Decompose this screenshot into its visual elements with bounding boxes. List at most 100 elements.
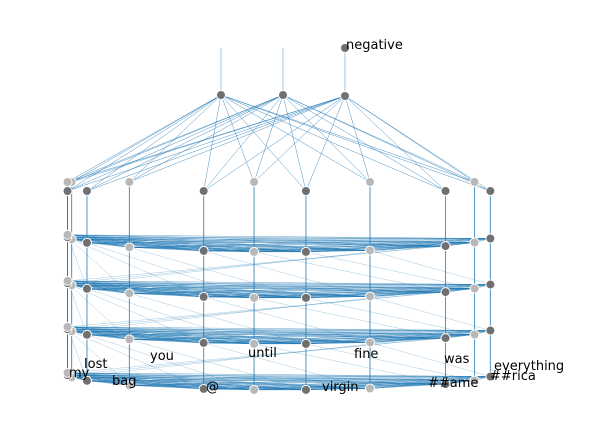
- token-node: [198, 337, 209, 348]
- cross-edge: [71, 239, 204, 298]
- token-node: [62, 186, 73, 196]
- intra-layer-edge: [67, 236, 491, 239]
- cross-edge: [71, 285, 204, 344]
- token-node: [440, 333, 451, 344]
- cross-edge: [67, 337, 446, 374]
- head-edge: [86, 94, 284, 192]
- head-edge: [253, 95, 346, 183]
- intra-layer-edge: [86, 284, 491, 290]
- intra-layer-edge: [67, 234, 255, 253]
- cross-edge: [67, 334, 475, 376]
- intra-layer-edge: [67, 280, 130, 294]
- intra-layer-edge: [71, 377, 446, 385]
- cross-edge: [203, 342, 371, 389]
- intra-layer-edge: [67, 372, 204, 390]
- cross-edge: [67, 245, 446, 282]
- token-node: [124, 380, 135, 391]
- token-label-ame: ##ame: [428, 376, 478, 391]
- token-node: [469, 177, 480, 187]
- intra-layer-edge: [67, 234, 491, 239]
- token-label-was: was: [444, 352, 470, 367]
- cross-edge: [67, 282, 130, 340]
- intra-layer-edge: [67, 328, 446, 339]
- cross-edge: [67, 236, 130, 294]
- head-edge: [67, 95, 346, 192]
- intra-layer-edge: [86, 330, 491, 336]
- head-node: [340, 91, 350, 101]
- token-node: [249, 338, 260, 349]
- token-node: [485, 371, 496, 382]
- cross-edge: [254, 343, 446, 385]
- token-node: [81, 375, 92, 386]
- cross-edge: [305, 251, 475, 289]
- token-node: [469, 375, 480, 386]
- token-node: [485, 279, 496, 290]
- head-edge: [86, 95, 346, 192]
- token-node: [81, 329, 92, 340]
- token-node: [81, 186, 92, 196]
- head-edge: [282, 94, 371, 183]
- cross-edge: [86, 288, 255, 345]
- intra-layer-edge: [86, 376, 491, 382]
- head-edge: [220, 94, 446, 192]
- intra-layer-edge: [254, 242, 475, 253]
- token-node: [300, 246, 311, 257]
- intra-layer-edge: [67, 372, 255, 391]
- cross-edge: [203, 250, 371, 297]
- token-node: [440, 287, 451, 298]
- token-node: [249, 246, 260, 257]
- head-edge: [67, 94, 284, 192]
- intra-layer-edge: [67, 234, 475, 243]
- head-node: [278, 90, 288, 100]
- head-edge: [67, 94, 222, 183]
- token-node: [124, 177, 135, 187]
- intra-layer-edge: [67, 280, 255, 299]
- token-label-until: until: [248, 346, 277, 361]
- intra-layer-edge: [254, 288, 475, 299]
- cross-edge: [129, 293, 307, 345]
- node-layer: [62, 43, 496, 395]
- intra-layer-edge: [71, 239, 446, 247]
- intra-layer-edge: [67, 372, 475, 381]
- intra-layer-edge: [67, 282, 475, 289]
- head-edge: [282, 94, 307, 192]
- intra-layer-edge: [71, 285, 446, 293]
- intra-layer-edge: [129, 385, 204, 390]
- intra-layer-edge: [67, 234, 204, 252]
- token-node: [469, 329, 480, 340]
- token-node: [365, 383, 376, 394]
- intra-layer-edge: [67, 234, 306, 253]
- token-node: [81, 283, 92, 294]
- cross-edge: [254, 251, 446, 293]
- intra-layer-edge: [86, 238, 491, 244]
- token-node: [198, 383, 209, 394]
- cross-edge: [67, 328, 130, 386]
- cross-edge: [254, 297, 446, 339]
- cross-edge: [86, 334, 255, 391]
- token-node: [365, 337, 376, 348]
- token-node: [365, 291, 376, 302]
- token-node: [249, 384, 260, 395]
- head-edge: [220, 94, 371, 183]
- intra-layer-edge: [67, 326, 204, 344]
- intra-layer-edge: [67, 326, 491, 331]
- head-edge: [220, 94, 475, 183]
- cross-edge: [67, 291, 446, 328]
- head-edge: [282, 94, 475, 183]
- intra-layer-edge: [67, 374, 446, 385]
- token-node: [300, 292, 311, 303]
- head-edge: [282, 94, 491, 192]
- cross-edge: [203, 296, 371, 343]
- intra-layer-edge: [67, 236, 475, 243]
- token-node: [300, 384, 311, 395]
- token-label-virgin: virgin: [322, 380, 359, 395]
- intra-layer-edge: [129, 247, 204, 252]
- cross-edge: [305, 297, 475, 335]
- cross-edge: [71, 331, 204, 390]
- token-node: [300, 338, 311, 349]
- intra-layer-edge: [67, 280, 491, 285]
- intra-layer-edge: [67, 326, 371, 343]
- cross-edge: [369, 250, 491, 285]
- token-label-my: my: [69, 366, 90, 381]
